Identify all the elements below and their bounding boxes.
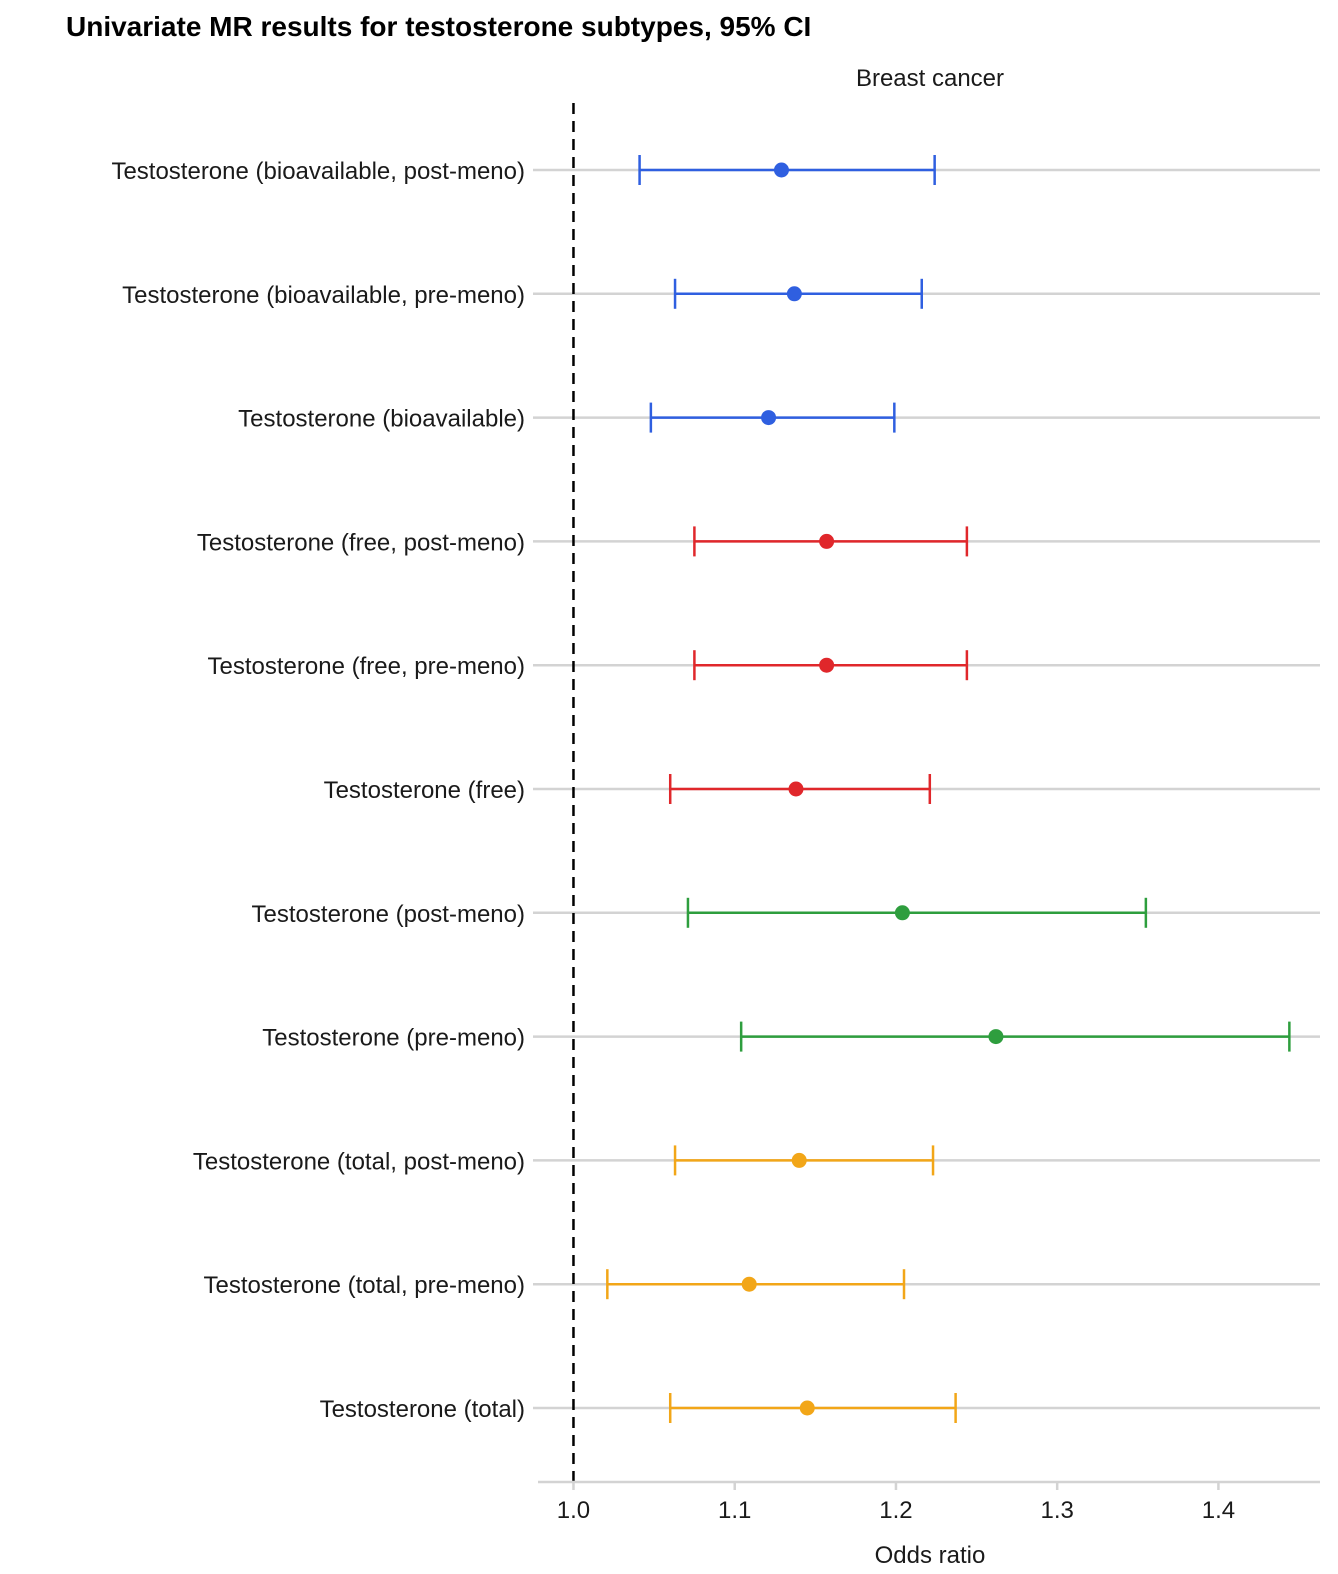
x-tick-label: 1.3: [1040, 1497, 1073, 1524]
row-label: Testosterone (total): [320, 1396, 525, 1423]
x-tick-label: 1.4: [1202, 1497, 1235, 1524]
row-label: Testosterone (total, post-meno): [193, 1148, 525, 1175]
forest-row: Testosterone (bioavailable, post-meno): [111, 155, 936, 185]
forest-row: Testosterone (bioavailable, pre-meno): [122, 278, 923, 309]
x-axis: 1.0 1.1 1.2 1.3 1.4: [538, 1480, 1320, 1524]
point-estimate: [773, 162, 789, 178]
row-label: Testosterone (total, pre-meno): [204, 1272, 525, 1299]
row-label: Testosterone (bioavailable): [238, 406, 525, 433]
point-estimate: [788, 781, 804, 797]
forest-row: Testosterone (post-meno): [252, 897, 1148, 928]
facet-label: Breast cancer: [856, 65, 1004, 92]
point-estimate: [786, 286, 802, 302]
forest-row: Testosterone (free): [324, 774, 932, 804]
point-estimate: [894, 905, 910, 921]
point-estimate: [741, 1276, 757, 1292]
chart-title: Univariate MR results for testosterone s…: [66, 11, 811, 42]
row-label: Testosterone (free): [324, 777, 525, 804]
point-estimate: [988, 1029, 1004, 1045]
row-label: Testosterone (post-meno): [252, 901, 525, 928]
point-estimate: [819, 657, 835, 673]
row-label: Testosterone (free, pre-meno): [208, 653, 525, 680]
point-estimate: [761, 410, 777, 426]
forest-row: Testosterone (free, post-meno): [197, 526, 969, 557]
point-estimate: [791, 1152, 807, 1168]
row-label: Testosterone (free, post-meno): [197, 529, 525, 556]
row-label: Testosterone (bioavailable, post-meno): [111, 158, 525, 185]
forest-row: Testosterone (pre-meno): [262, 1021, 1291, 1052]
row-label: Testosterone (pre-meno): [262, 1025, 525, 1052]
forest-row: Testosterone (bioavailable): [238, 402, 896, 433]
point-estimate: [819, 533, 835, 549]
point-estimate: [799, 1400, 815, 1416]
forest-row: Testosterone (free, pre-meno): [208, 650, 969, 681]
x-tick-label: 1.0: [557, 1497, 590, 1524]
x-tick-label: 1.1: [718, 1497, 751, 1524]
data-rows: Testosterone (bioavailable, post-meno) Te…: [111, 155, 1291, 1423]
forest-row: Testosterone (total, pre-meno): [204, 1269, 906, 1300]
forest-row: Testosterone (total): [320, 1393, 957, 1423]
forest-row: Testosterone (total, post-meno): [193, 1145, 935, 1176]
x-tick-label: 1.2: [879, 1497, 912, 1524]
row-label: Testosterone (bioavailable, pre-meno): [122, 282, 525, 309]
x-axis-title: Odds ratio: [875, 1542, 986, 1569]
